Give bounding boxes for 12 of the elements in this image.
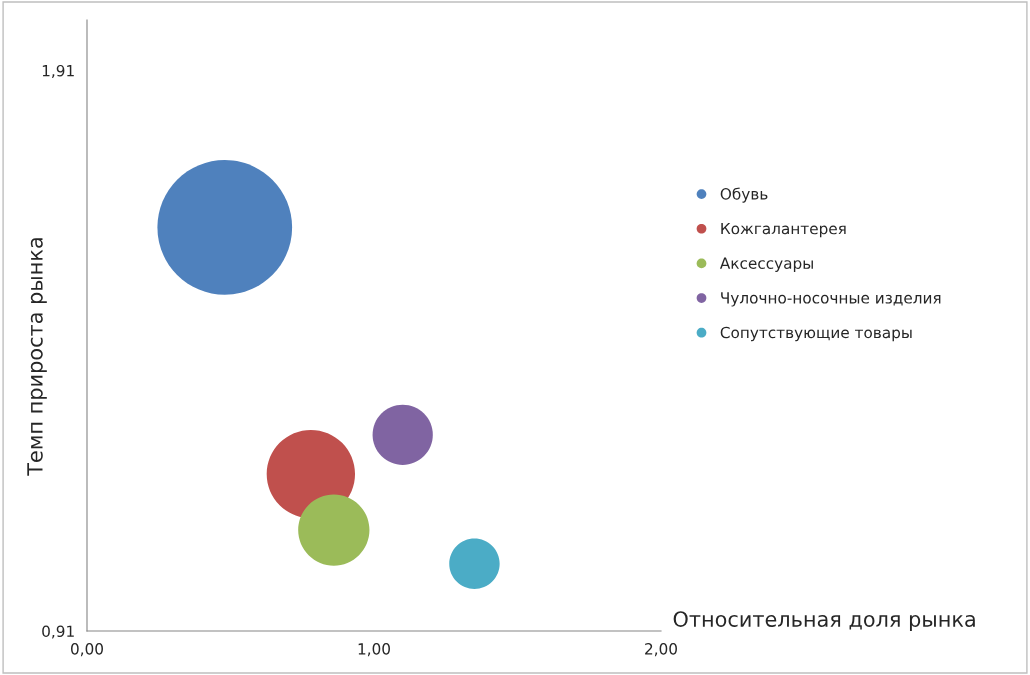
legend-label: Аксессуары [719,257,813,272]
x-tick-label: 2,00 [645,643,677,657]
legend-label: Чулочно-носочные изделия [721,292,941,307]
x-axis-title: Относительная доля рынка [673,611,975,631]
y-axis-title: Темп прироста рынка [27,238,47,476]
legend-label: Кожгалантерея [721,222,846,238]
legend-label: Обувь [720,187,768,203]
x-tick-label: 1,00 [358,643,390,657]
legend-label: Сопутствующие товары [720,326,912,342]
y-tick-label: 0,91 [42,625,74,639]
y-tick-label: 1,91 [42,64,74,79]
x-tick-label: 0,00 [71,643,103,657]
